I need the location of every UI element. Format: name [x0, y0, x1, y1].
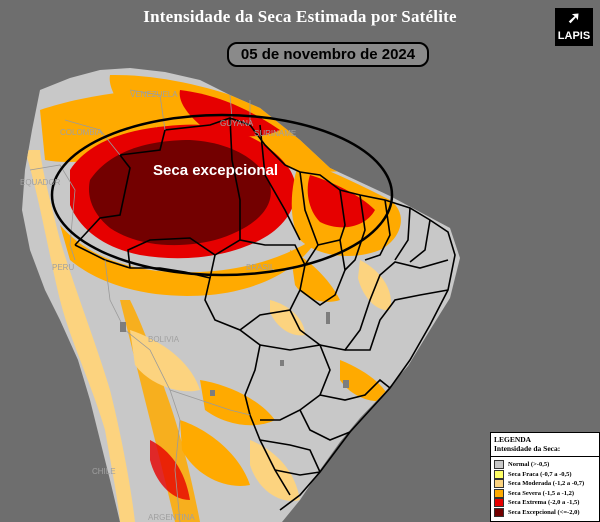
legend-label: Normal (>-0,5): [508, 461, 550, 469]
legend: LEGENDA Intensidade da Seca: Normal (>-0…: [490, 432, 600, 522]
drought-patch: [130, 330, 200, 392]
label-brasil: BRASIL: [246, 263, 275, 272]
legend-label: Seca Excepcional (<=-2,0): [508, 508, 580, 516]
drought-patch: [270, 300, 305, 336]
drought-patch: [290, 250, 340, 302]
legend-item: Seca Excepcional (<=-2,0): [491, 507, 599, 518]
legend-item: Normal (>-0,5): [491, 460, 599, 470]
drought-patch: [25, 150, 135, 522]
legend-item: Seca Fraca (-0,7 a -0,5): [491, 469, 599, 480]
legend-label: Seca Extrema (-2,0 a -1,5): [508, 499, 580, 507]
legend-items: Normal (>-0,5) Seca Fraca (-0,7 a -0,5) Se…: [491, 456, 599, 517]
legend-swatch: [494, 460, 504, 470]
legend-label: Seca Severa (-1,5 a -1,2): [508, 489, 575, 497]
legend-item: Seca Extrema (-2,0 a -1,5): [491, 498, 599, 508]
water-bodies: [120, 312, 349, 396]
satellite-logo-icon: ➚: [567, 10, 581, 27]
country-borders: [29, 89, 251, 522]
legend-item: Seca Severa (-1,5 a -1,2): [491, 488, 599, 499]
date-box: 05 de novembro de 2024: [227, 42, 429, 67]
legend-swatch: [494, 479, 504, 489]
drought-patch: [180, 420, 250, 486]
drought-patch: [150, 440, 190, 500]
label-suriname: SURINAME: [254, 129, 296, 138]
drought-patch: [88, 140, 271, 246]
legend-label: Seca Fraca (-0,7 a -0,5): [508, 470, 572, 478]
legend-subheading: Intensidade da Seca:: [494, 444, 561, 453]
label-colombia: COLOMBIA: [60, 128, 103, 137]
label-venezuela: VENEZUELA: [130, 90, 178, 99]
label-peru: PERU: [52, 263, 74, 272]
label-argentina: ARGENTINA: [148, 513, 195, 522]
drought-patch: [340, 360, 390, 402]
legend-swatch: [494, 498, 504, 508]
lapis-logo: ➚ LAPIS: [555, 8, 593, 46]
legend-swatch: [494, 469, 504, 479]
legend-item: Seca Moderada (-1,2 a -0,7): [491, 479, 599, 489]
state-boundaries: [74, 117, 456, 511]
legend-swatch: [494, 507, 504, 517]
exceptional-drought-ellipse: [50, 113, 394, 277]
legend-swatch: [494, 488, 504, 498]
drought-patch: [358, 260, 391, 311]
logo-text: LAPIS: [557, 30, 591, 42]
label-guyana: GUYANA: [220, 119, 254, 128]
label-chile: CHILE: [92, 467, 116, 476]
label-bolivia: BOLIVIA: [148, 335, 180, 344]
label-ecuador: EQUADOR: [20, 178, 61, 187]
drought-patch: [200, 380, 275, 426]
drought-patch: [60, 225, 320, 296]
legend-label: Seca Moderada (-1,2 a -0,7): [508, 480, 585, 488]
exceptional-drought-annotation: Seca excepcional: [153, 162, 278, 179]
map-title: Intensidade da Seca Estimada por Satélit…: [143, 7, 457, 26]
legend-heading: LEGENDA: [494, 435, 532, 444]
drought-patch: [179, 90, 280, 137]
